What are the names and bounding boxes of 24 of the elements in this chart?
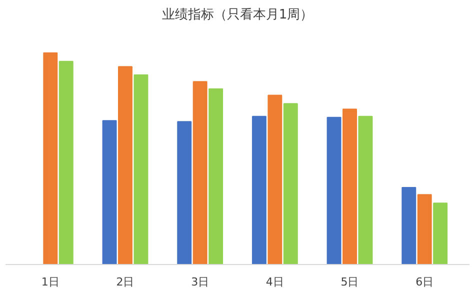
bar xyxy=(118,66,132,264)
x-tick-label: 4日 xyxy=(266,276,284,288)
bar xyxy=(102,120,117,264)
bar xyxy=(358,116,373,264)
x-tick-label: 5日 xyxy=(340,276,359,288)
x-tick-label: 1日 xyxy=(41,276,60,288)
chart-title: 业绩指标（只看本月1周） xyxy=(162,8,314,22)
bar xyxy=(208,88,224,264)
bar xyxy=(177,121,192,264)
bar xyxy=(342,108,357,264)
x-tick-label: 2日 xyxy=(116,276,134,288)
bar xyxy=(58,60,74,264)
bar xyxy=(268,94,282,264)
bar xyxy=(192,81,208,264)
bar xyxy=(402,186,416,264)
bar xyxy=(283,103,298,264)
bar xyxy=(417,194,432,264)
x-tick-label: 6日 xyxy=(416,276,434,288)
bar xyxy=(43,52,58,264)
bar xyxy=(326,116,342,264)
x-tick-label: 3日 xyxy=(191,276,210,288)
bar xyxy=(252,116,266,264)
bar xyxy=(134,74,148,264)
bar xyxy=(433,202,448,264)
